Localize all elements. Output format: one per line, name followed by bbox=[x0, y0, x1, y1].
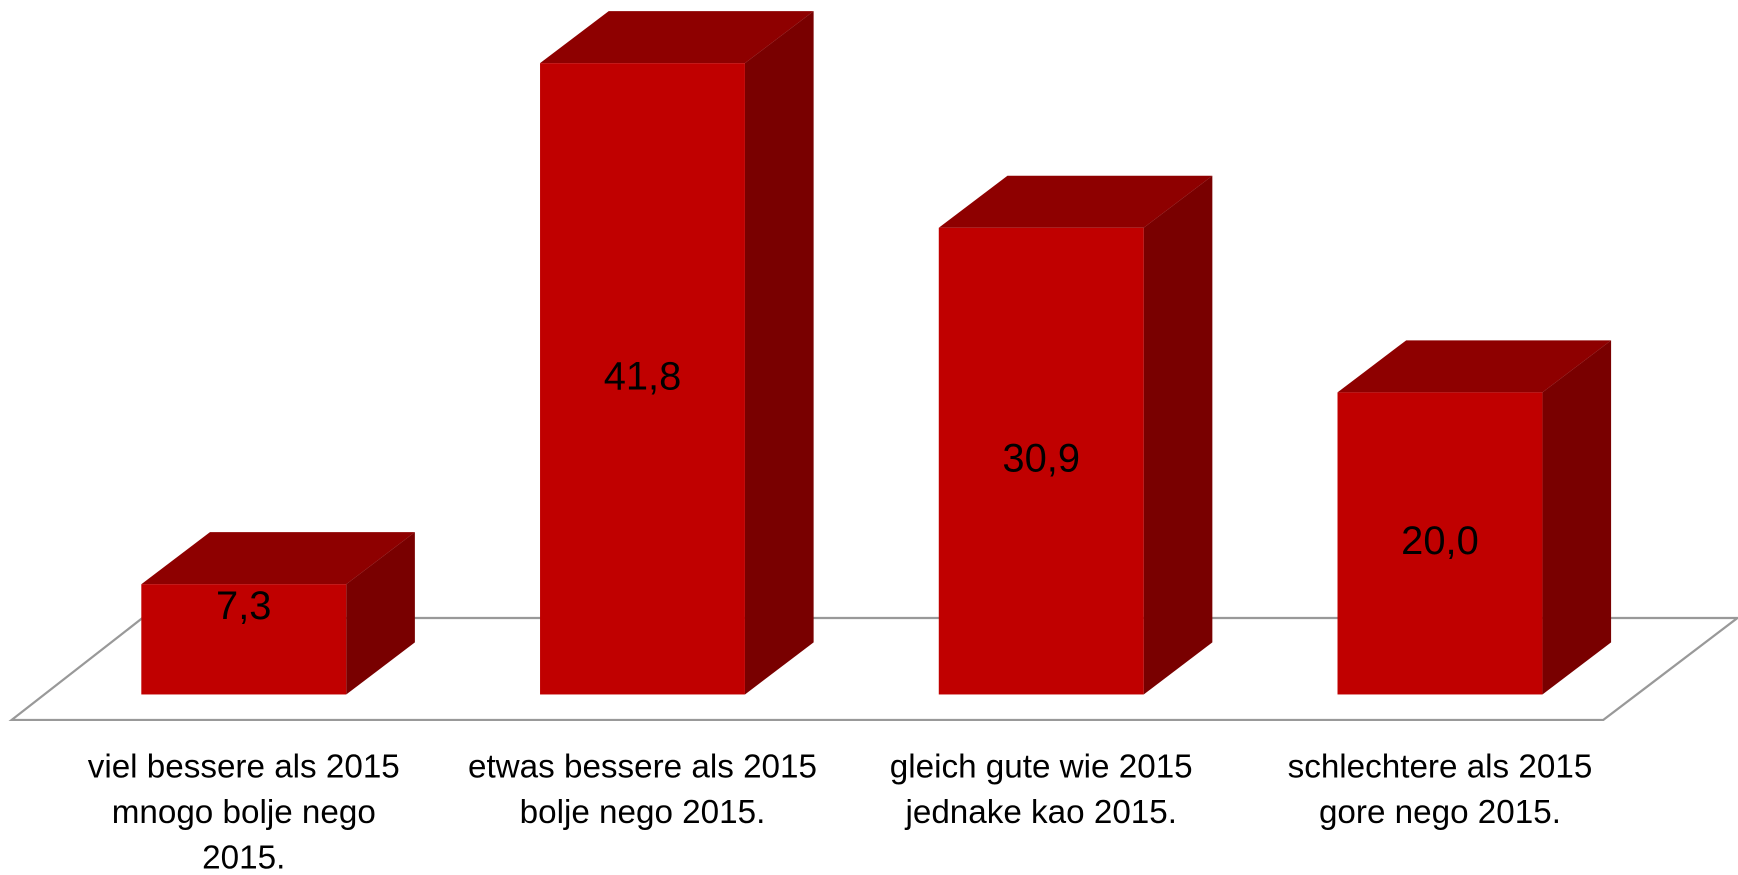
value-label: 7,3 bbox=[216, 584, 271, 628]
bar bbox=[141, 584, 347, 695]
bar-top bbox=[540, 11, 814, 64]
x-tick-label: etwas bessere als 2015 bbox=[468, 748, 817, 785]
bar-top bbox=[938, 175, 1213, 228]
x-tick-label: schlechtere als 2015 bbox=[1288, 748, 1593, 785]
bar bbox=[1337, 392, 1543, 695]
x-tick-label: 2015. bbox=[202, 839, 285, 875]
value-label: 20,0 bbox=[1401, 519, 1479, 563]
bar-side bbox=[744, 11, 814, 695]
x-tick-label: gore nego 2015. bbox=[1319, 794, 1561, 831]
bar-side bbox=[1143, 175, 1213, 695]
x-tick-label: jednake kao 2015. bbox=[904, 794, 1177, 831]
value-label: 41,8 bbox=[604, 354, 682, 398]
bar-top bbox=[1337, 340, 1612, 393]
bar-top bbox=[141, 532, 415, 585]
x-tick-label: viel bessere als 2015 bbox=[88, 748, 400, 785]
value-label: 30,9 bbox=[1002, 437, 1080, 481]
x-tick-label: bolje nego 2015. bbox=[520, 794, 766, 831]
x-tick-label: mnogo bolje nego bbox=[112, 794, 376, 831]
x-tick-label: gleich gute wie 2015 bbox=[890, 748, 1193, 785]
bar bbox=[540, 63, 745, 695]
bar-side bbox=[346, 532, 415, 695]
floor bbox=[8, 616, 1738, 722]
bar bbox=[938, 227, 1144, 695]
bar-side bbox=[1542, 340, 1612, 695]
